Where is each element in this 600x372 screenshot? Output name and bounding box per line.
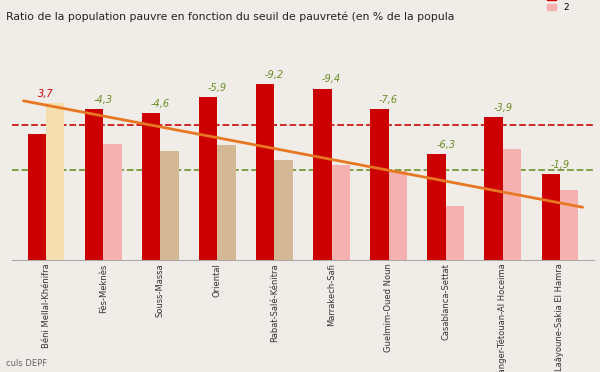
Bar xyxy=(160,151,179,260)
Text: 3,7: 3,7 xyxy=(38,89,54,99)
Bar xyxy=(46,103,64,260)
Text: -9,4: -9,4 xyxy=(322,74,341,84)
Bar xyxy=(427,154,446,260)
Bar xyxy=(370,109,389,260)
Bar xyxy=(256,84,274,260)
Bar xyxy=(142,113,160,260)
Text: -6,3: -6,3 xyxy=(436,140,455,150)
Bar xyxy=(389,171,407,260)
Bar xyxy=(217,145,236,260)
Legend: 2007, 2: 2007, 2 xyxy=(543,0,589,16)
Bar xyxy=(542,174,560,260)
Text: culs DEPF: culs DEPF xyxy=(6,359,47,368)
Bar xyxy=(28,134,46,260)
Bar xyxy=(199,97,217,260)
Bar xyxy=(503,149,521,260)
Text: -9,2: -9,2 xyxy=(265,70,284,80)
Bar xyxy=(274,160,293,260)
Bar xyxy=(313,89,332,260)
Text: -1,9: -1,9 xyxy=(550,160,569,170)
Text: -5,9: -5,9 xyxy=(208,83,227,93)
Bar xyxy=(85,109,103,260)
Text: Ratio de la population pauvre en fonction du seuil de pauvreté (en % de la popul: Ratio de la population pauvre en fonctio… xyxy=(6,11,454,22)
Bar xyxy=(484,117,503,260)
Bar xyxy=(446,206,464,260)
Text: -4,6: -4,6 xyxy=(151,99,170,109)
Bar xyxy=(103,144,122,260)
Text: -3,9: -3,9 xyxy=(493,103,512,113)
Text: -4,3: -4,3 xyxy=(94,95,113,105)
Bar xyxy=(332,166,350,260)
Bar xyxy=(560,190,578,260)
Text: -7,6: -7,6 xyxy=(379,95,398,105)
